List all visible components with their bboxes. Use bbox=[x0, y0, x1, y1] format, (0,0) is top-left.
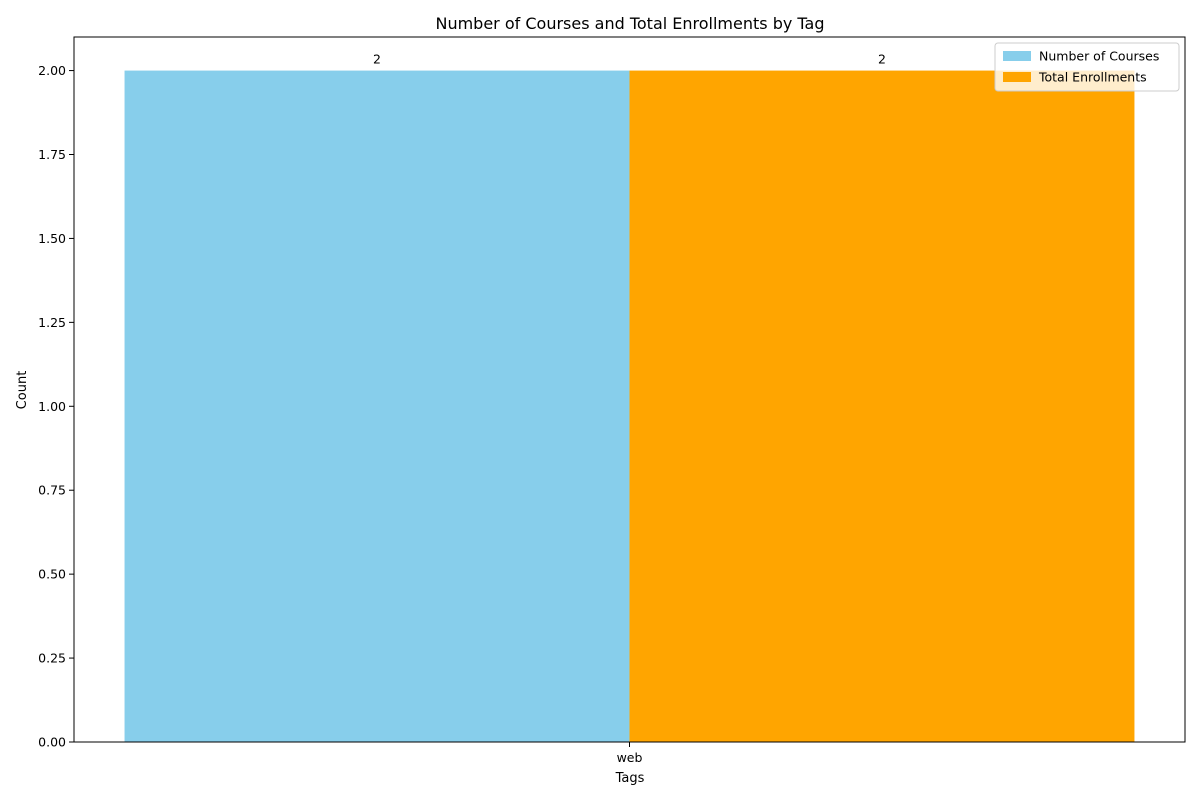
y-tick-label: 0.00 bbox=[38, 735, 66, 750]
legend-swatch bbox=[1003, 51, 1031, 61]
legend-label: Number of Courses bbox=[1039, 49, 1159, 64]
y-tick-label: 0.25 bbox=[38, 651, 66, 666]
legend-box bbox=[994, 42, 1180, 92]
y-tick-label: 1.00 bbox=[38, 399, 66, 414]
x-axis-label: Tags bbox=[615, 771, 645, 786]
y-tick-label: 0.75 bbox=[38, 483, 66, 498]
y-tick-label: 1.25 bbox=[38, 315, 66, 330]
data-label: 2 bbox=[373, 52, 381, 67]
y-tick-label: 2.00 bbox=[38, 63, 66, 78]
y-axis-label: Count bbox=[15, 371, 30, 410]
y-tick-label: 0.50 bbox=[38, 567, 66, 582]
y-tick-label: 1.75 bbox=[38, 147, 66, 162]
chart-title: Number of Courses and Total Enrollments … bbox=[435, 14, 824, 33]
legend: Number of Courses Total Enrollments bbox=[994, 42, 1180, 92]
y-tick-label: 1.50 bbox=[38, 231, 66, 246]
plot-area: 2 2 web 0.00 0.25 0.50 0.75 1.00 1.25 1.50 1.75 2.0… bbox=[38, 36, 1186, 765]
bar-number-of-courses bbox=[124, 70, 630, 743]
x-tick-label: web bbox=[617, 750, 643, 765]
legend-label: Total Enrollments bbox=[1038, 70, 1147, 85]
plot-frame bbox=[73, 36, 1186, 743]
data-label: 2 bbox=[878, 52, 886, 67]
bar-total-enrollments bbox=[629, 70, 1135, 743]
legend-swatch bbox=[1003, 72, 1031, 82]
